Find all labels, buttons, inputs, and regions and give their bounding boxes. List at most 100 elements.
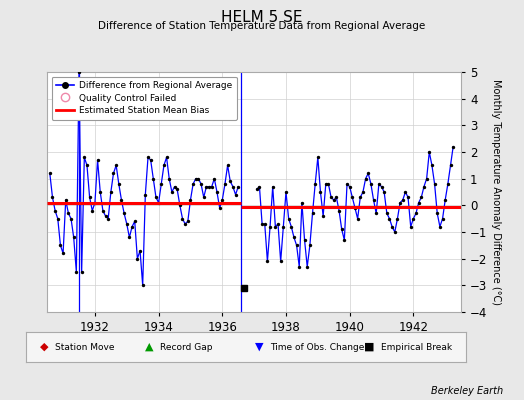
Text: HELM 5 SE: HELM 5 SE: [221, 10, 303, 25]
Point: [375, 181, 383, 187]
Point: [221, 181, 229, 187]
Point: [383, 210, 391, 216]
Point: [295, 264, 303, 270]
Point: [59, 250, 67, 256]
Point: [117, 197, 126, 203]
Point: [425, 149, 433, 155]
Point: [303, 264, 311, 270]
Point: [205, 184, 213, 190]
Point: [218, 197, 226, 203]
Point: [93, 157, 102, 163]
Point: [80, 154, 89, 160]
Point: [110, 170, 118, 176]
Point: [300, 237, 309, 243]
Point: [369, 197, 378, 203]
Point: [409, 216, 418, 222]
Point: [67, 216, 75, 222]
Point: [56, 242, 64, 248]
Point: [345, 184, 354, 190]
Point: [157, 181, 166, 187]
Point: [253, 186, 261, 192]
Point: [356, 194, 365, 200]
Point: [417, 194, 425, 200]
Point: [332, 194, 341, 200]
Point: [64, 210, 73, 216]
Point: [324, 181, 333, 187]
Point: [155, 200, 163, 206]
Point: [70, 234, 78, 240]
Point: [263, 258, 271, 264]
Point: [232, 192, 240, 198]
Point: [274, 221, 282, 227]
Point: [258, 221, 266, 227]
Text: Empirical Break: Empirical Break: [380, 342, 452, 352]
Point: [311, 181, 319, 187]
Point: [348, 194, 356, 200]
Point: [173, 186, 181, 192]
Point: [78, 269, 86, 275]
Point: [215, 205, 224, 211]
Point: [319, 213, 328, 219]
Point: [53, 216, 62, 222]
Point: [181, 221, 189, 227]
Point: [435, 224, 444, 230]
Point: [88, 208, 96, 214]
Point: [255, 184, 264, 190]
Y-axis label: Monthly Temperature Anomaly Difference (°C): Monthly Temperature Anomaly Difference (…: [492, 79, 501, 305]
Point: [83, 162, 91, 168]
Point: [285, 216, 293, 222]
Point: [208, 184, 216, 190]
Point: [305, 242, 314, 248]
Point: [61, 197, 70, 203]
Point: [292, 242, 301, 248]
Point: [337, 226, 346, 232]
Point: [112, 162, 121, 168]
Text: Difference of Station Temperature Data from Regional Average: Difference of Station Temperature Data f…: [99, 21, 425, 31]
Point: [330, 197, 338, 203]
Point: [314, 154, 322, 160]
Point: [268, 184, 277, 190]
Point: [298, 200, 306, 206]
Point: [178, 216, 187, 222]
Point: [200, 194, 208, 200]
Point: [141, 192, 149, 198]
Point: [279, 224, 288, 230]
Point: [316, 189, 325, 195]
Point: [192, 176, 200, 182]
Point: [128, 224, 136, 230]
Point: [147, 157, 155, 163]
Point: [407, 224, 415, 230]
Point: [99, 208, 107, 214]
Point: [170, 184, 179, 190]
Point: [144, 154, 152, 160]
Point: [197, 181, 205, 187]
Point: [91, 200, 99, 206]
Point: [123, 221, 131, 227]
Point: [430, 181, 439, 187]
Point: [362, 176, 370, 182]
Point: [322, 181, 330, 187]
Point: [422, 176, 431, 182]
Point: [444, 181, 452, 187]
Point: [51, 208, 59, 214]
Point: [165, 176, 173, 182]
Point: [234, 184, 243, 190]
Point: [404, 194, 412, 200]
Point: [385, 216, 394, 222]
Point: [223, 162, 232, 168]
Point: [271, 224, 280, 230]
Point: [396, 200, 405, 206]
Point: [388, 224, 396, 230]
Legend: Difference from Regional Average, Quality Control Failed, Estimated Station Mean: Difference from Regional Average, Qualit…: [52, 76, 236, 120]
Point: [449, 144, 457, 150]
Point: [46, 170, 54, 176]
Text: ▼: ▼: [255, 342, 264, 352]
Point: [101, 213, 110, 219]
Point: [125, 234, 134, 240]
Text: Berkeley Earth: Berkeley Earth: [431, 386, 503, 396]
Point: [377, 184, 386, 190]
Point: [228, 184, 237, 190]
Point: [152, 194, 160, 200]
Point: [433, 210, 441, 216]
Point: [120, 210, 128, 216]
